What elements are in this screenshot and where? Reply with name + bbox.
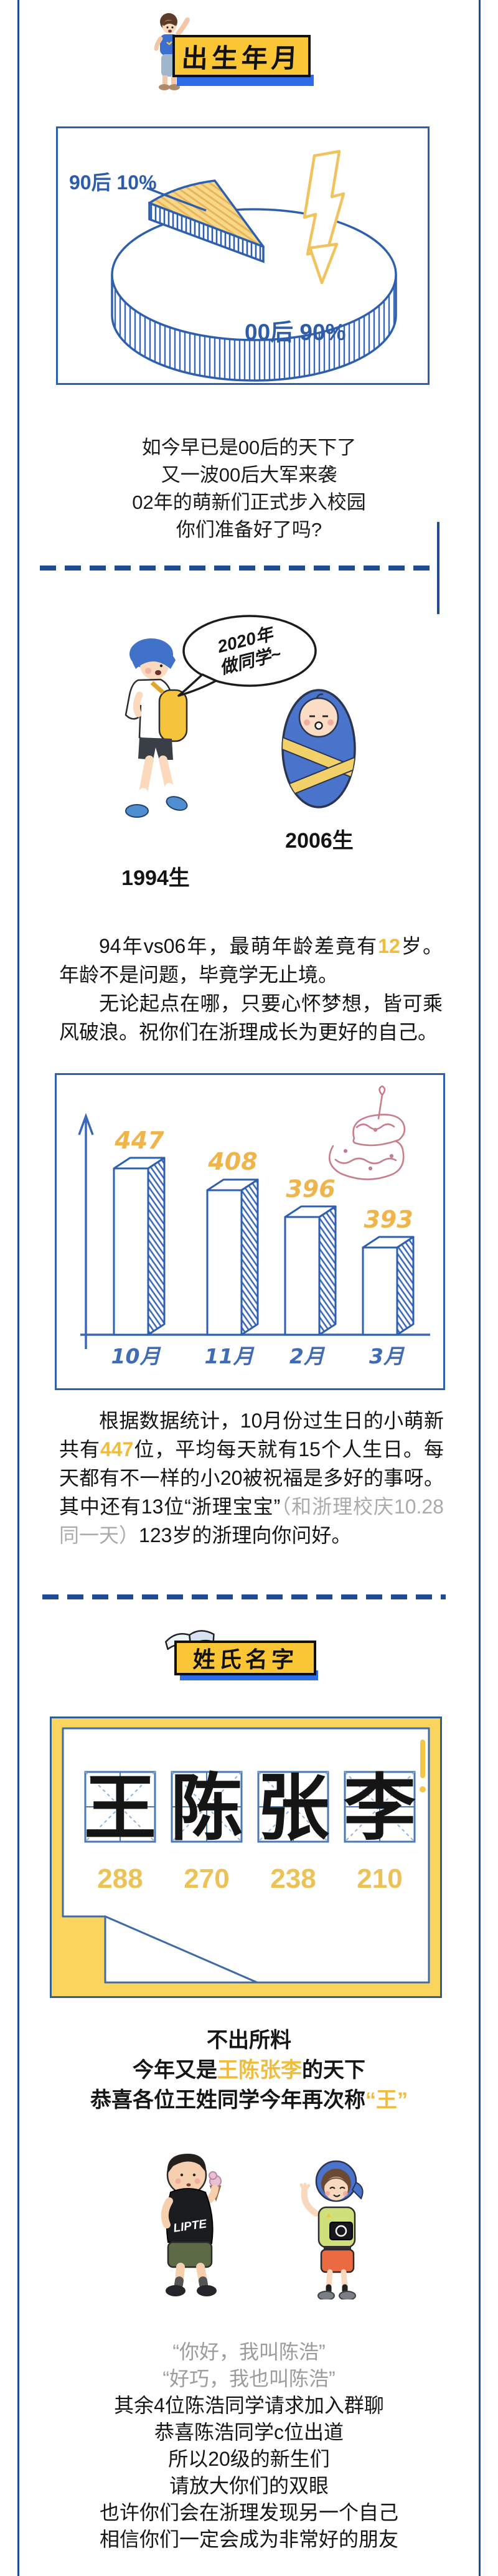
outro-line: 也许你们会在浙理发现另一个自己 xyxy=(99,2501,398,2524)
birthday-cake-icon xyxy=(328,1085,406,1180)
bar-month-label: 10月 xyxy=(111,1344,162,1368)
highlight: “王” xyxy=(365,2088,408,2112)
surname-count: 210 xyxy=(357,1863,402,1894)
outro-line: 所以20级的新生们 xyxy=(168,2448,330,2470)
pie-chart: 90后 10% 00后 90% xyxy=(69,149,397,382)
names-text-line: 今年又是王陈张李的天下 xyxy=(0,2053,498,2083)
text-run: 的天下 xyxy=(302,2058,365,2082)
text-run: 94年vs06年，最萌年龄差竟有 xyxy=(99,935,378,957)
bar-value-label: 393 xyxy=(364,1206,413,1233)
outro-line: 其余4位陈浩同学请求加入群聊 xyxy=(114,2394,384,2417)
text-run: 岁。年龄不是问题，毕竟学无止境。 xyxy=(59,935,443,986)
chubby-student-illustration: LIPTE xyxy=(161,2154,222,2296)
camera-kid-illustration xyxy=(299,2160,364,2299)
outro-line: 相信你们一定会成为非常好的朋友 xyxy=(99,2528,398,2550)
bar-chart-panel: 447 408 396 393 10月 11月 2月 3月 xyxy=(55,1073,445,1390)
bars xyxy=(113,1157,415,1336)
surname-count: 270 xyxy=(184,1863,229,1894)
y-axis-arrow-icon xyxy=(78,1112,94,1349)
bar-month-label: 3月 xyxy=(369,1344,405,1368)
bar-value-label: 447 xyxy=(114,1127,164,1154)
pie-chart-panel: 90后 10% 00后 90% xyxy=(56,126,430,385)
intro-text-line: 又一波00后大军来袭 xyxy=(161,464,337,486)
bar-value-label: 408 xyxy=(207,1148,257,1175)
section-divider xyxy=(42,1594,446,1599)
highlight: 王陈张李 xyxy=(217,2058,302,2082)
calligraphy-grids: 王 288 陈 270 张 xyxy=(84,1766,416,1894)
text-run: 位，平均每天就有15个人生日。每天都有不一样的小20被祝福是多好的事呀。其中还有… xyxy=(59,1438,444,1518)
speech-bubble: 2020年 做同学~ xyxy=(176,612,321,701)
outro-line: 请放大你们的双眼 xyxy=(169,2474,329,2497)
surname-count: 238 xyxy=(270,1863,316,1894)
text-run: 恭喜各位王姓同学今年再次称 xyxy=(90,2088,365,2112)
baby-2006-illustration xyxy=(281,689,356,808)
surname-count: 288 xyxy=(97,1863,143,1894)
divider-tick xyxy=(437,522,439,614)
names-text-line: 恭喜各位王姓同学今年再次称“王” xyxy=(0,2083,498,2113)
highlight: 12 xyxy=(378,935,400,957)
exclaim-deco-icon xyxy=(420,1740,426,1792)
section-title: 出生年月 xyxy=(181,43,303,73)
pie-label-00s: 00后 90% xyxy=(245,320,346,345)
intro-text-line: 02年的萌新们正式步入校园 xyxy=(132,491,366,513)
section-badge-names: 姓氏名字 xyxy=(174,1641,316,1675)
highlight: 447 xyxy=(100,1438,134,1461)
names-text-line: 不出所料 xyxy=(207,2029,291,2052)
intro-text-line: 你们准备好了吗? xyxy=(176,519,322,541)
age-paragraph: 94年vs06年，最萌年龄差竟有12岁。年龄不是问题，毕竟学无止境。 无论起点在… xyxy=(59,932,443,1046)
surname-char: 张 xyxy=(257,1766,329,1850)
pie-label-90s: 90后 10% xyxy=(69,171,157,194)
bar-month-label: 2月 xyxy=(289,1344,326,1368)
surname-card: 王 288 陈 270 张 xyxy=(50,1717,442,1998)
badge-shadow xyxy=(177,75,314,86)
label-1994: 1994生 xyxy=(121,866,190,890)
page-curl xyxy=(104,1915,258,1984)
bar-value-label: 396 xyxy=(286,1175,335,1203)
dialog-line: “你好，我叫陈浩” xyxy=(172,2341,326,2363)
bar-month-label: 11月 xyxy=(205,1344,255,1368)
surname-char: 陈 xyxy=(171,1766,243,1850)
text-run: 今年又是 xyxy=(133,2058,217,2082)
text-run: 根据数据统计，10月份过生日的小萌新共有 xyxy=(59,1409,444,1461)
section-title: 姓氏名字 xyxy=(192,1647,298,1672)
surname-grid: 王 288 陈 270 张 xyxy=(62,1727,430,1984)
student-1994-illustration xyxy=(125,638,188,818)
page-border-left xyxy=(17,0,19,2576)
outro-line: 恭喜陈浩同学c位出道 xyxy=(154,2421,344,2443)
arrow-doodle-icon xyxy=(303,149,345,285)
section-divider xyxy=(40,566,439,571)
surname-char: 王 xyxy=(84,1766,156,1850)
section-badge-birth: 出生年月 xyxy=(172,35,311,77)
dialog-line: “好巧，我也叫陈浩” xyxy=(162,2367,336,2390)
text-run: 无论起点在哪，只要心怀梦想，皆可乘风破浪。祝你们在浙理成长为更好的自己。 xyxy=(59,992,443,1043)
label-2006: 2006生 xyxy=(285,829,354,853)
pie-slice-90s xyxy=(148,179,265,263)
surname-char: 李 xyxy=(344,1766,416,1850)
pie-leader-line xyxy=(146,187,207,212)
intro-text-line: 如今早已是00后的天下了 xyxy=(141,437,357,458)
gray-note: （和浙理校庆10.28同一天） xyxy=(59,1495,444,1546)
text-run: 123岁的浙理向你问好。 xyxy=(139,1524,352,1546)
page-border-right xyxy=(479,0,481,2576)
birthday-paragraph: 根据数据统计，10月份过生日的小萌新共有447位，平均每天就有15个人生日。每天… xyxy=(59,1406,444,1550)
bar-chart: 447 408 396 393 10月 11月 2月 3月 xyxy=(78,1085,430,1368)
